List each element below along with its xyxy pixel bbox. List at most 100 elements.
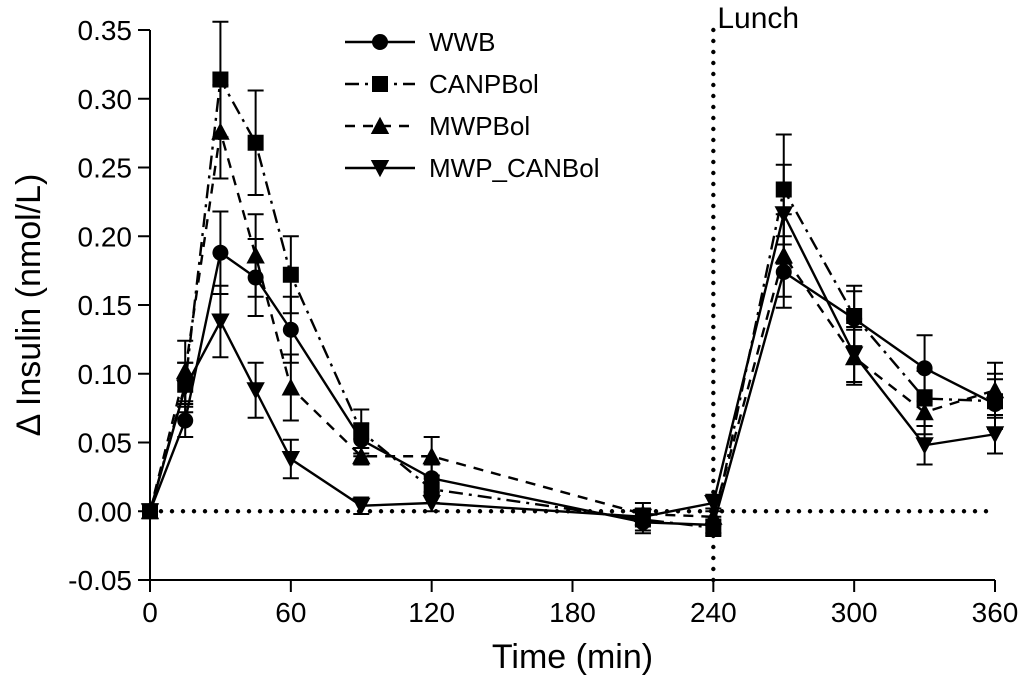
lunch-line-dot [711, 28, 715, 32]
zero-line-dot [192, 509, 196, 513]
legend-item-CANPBol: CANPBol [345, 69, 539, 99]
lunch-line-dot [711, 50, 715, 54]
lunch-line-dot [711, 127, 715, 131]
zero-line-dot [478, 509, 482, 513]
zero-line-dot [973, 509, 977, 513]
series-line-MWPBol [150, 132, 995, 517]
zero-line-dot [841, 509, 845, 513]
zero-line-dot [170, 509, 174, 513]
y-tick-label: -0.05 [68, 565, 132, 596]
lunch-line-dot [711, 259, 715, 263]
zero-line-dot [808, 509, 812, 513]
y-tick-label: 0.30 [78, 84, 133, 115]
lunch-line-dot [711, 171, 715, 175]
lunch-line-dot [711, 314, 715, 318]
insulin-chart: Lunch060120180240300360-0.050.000.050.10… [0, 0, 1024, 693]
series-line-CANPBol [150, 80, 995, 528]
lunch-line-dot [711, 149, 715, 153]
zero-line-dot [775, 509, 779, 513]
lunch-line-dot [711, 336, 715, 340]
lunch-line-dot [711, 413, 715, 417]
lunch-label: Lunch [717, 2, 799, 35]
zero-line-dot [918, 509, 922, 513]
zero-line-dot [390, 509, 394, 513]
lunch-line-dot [711, 193, 715, 197]
legend-label: WWB [429, 27, 495, 57]
chart-container: Lunch060120180240300360-0.050.000.050.10… [0, 0, 1024, 693]
legend: WWBCANPBolMWPBolMWP_CANBol [345, 27, 599, 183]
lunch-line-dot [711, 83, 715, 87]
x-tick-label: 0 [142, 597, 158, 628]
series-line-MWP_CANBol [150, 214, 995, 517]
lunch-line-dot [711, 116, 715, 120]
zero-line-dot [313, 509, 317, 513]
x-tick-label: 120 [408, 597, 455, 628]
series-line-WWB [150, 253, 995, 525]
lunch-line-dot [711, 391, 715, 395]
zero-line-dot [819, 509, 823, 513]
zero-line-dot [181, 509, 185, 513]
lunch-line-dot [711, 204, 715, 208]
lunch-line-dot [711, 61, 715, 65]
y-tick-label: 0.00 [78, 496, 133, 527]
lunch-line-dot [711, 446, 715, 450]
zero-line-dot [302, 509, 306, 513]
lunch-line-dot [711, 237, 715, 241]
y-tick-label: 0.35 [78, 15, 133, 46]
lunch-line-dot [711, 468, 715, 472]
series-WWB [142, 212, 1003, 534]
zero-line-dot [907, 509, 911, 513]
zero-line-dot [291, 509, 295, 513]
zero-line-dot [830, 509, 834, 513]
zero-line-dot [984, 509, 988, 513]
series-MWP_CANBol [141, 165, 1004, 526]
zero-line-dot [731, 509, 735, 513]
zero-line-dot [368, 509, 372, 513]
lunch-line-dot [711, 435, 715, 439]
zero-line-dot [159, 509, 163, 513]
lunch-line-dot [711, 545, 715, 549]
legend-item-MWPBol: MWPBol [345, 111, 530, 141]
lunch-line-dot [711, 303, 715, 307]
zero-line-dot [786, 509, 790, 513]
zero-line-dot [225, 509, 229, 513]
y-tick-label: 0.05 [78, 428, 133, 459]
zero-line-dot [401, 509, 405, 513]
lunch-line-dot [711, 248, 715, 252]
lunch-line-dot [711, 94, 715, 98]
zero-line-dot [511, 509, 515, 513]
zero-line-dot [269, 509, 273, 513]
legend-item-WWB: WWB [345, 27, 495, 57]
zero-line-dot [874, 509, 878, 513]
zero-line-dot [698, 509, 702, 513]
zero-line-dot [764, 509, 768, 513]
zero-line-dot [500, 509, 504, 513]
x-tick-label: 180 [549, 597, 596, 628]
zero-line-dot [896, 509, 900, 513]
lunch-line-dot [711, 105, 715, 109]
series-group [141, 22, 1004, 536]
series-MWPBol [141, 85, 1004, 525]
lunch-line-dot [711, 424, 715, 428]
zero-line-dot [236, 509, 240, 513]
series-CANPBol [142, 22, 1003, 536]
zero-line-dot [940, 509, 944, 513]
zero-line-dot [456, 509, 460, 513]
zero-line-dot [852, 509, 856, 513]
x-tick-label: 240 [690, 597, 737, 628]
zero-line-dot [412, 509, 416, 513]
zero-line-dot [687, 509, 691, 513]
lunch-line-dot [711, 380, 715, 384]
zero-line-dot [346, 509, 350, 513]
zero-line-dot [742, 509, 746, 513]
y-axis-title: Δ Insulin (nmol/L) [10, 174, 48, 437]
legend-label: CANPBol [429, 69, 539, 99]
x-tick-label: 60 [275, 597, 306, 628]
legend-label: MWPBol [429, 111, 530, 141]
lunch-line-dot [711, 556, 715, 560]
zero-line-dot [335, 509, 339, 513]
zero-line-dot [379, 509, 383, 513]
zero-line-dot [324, 509, 328, 513]
lunch-line-dot [711, 39, 715, 43]
lunch-line-dot [711, 358, 715, 362]
